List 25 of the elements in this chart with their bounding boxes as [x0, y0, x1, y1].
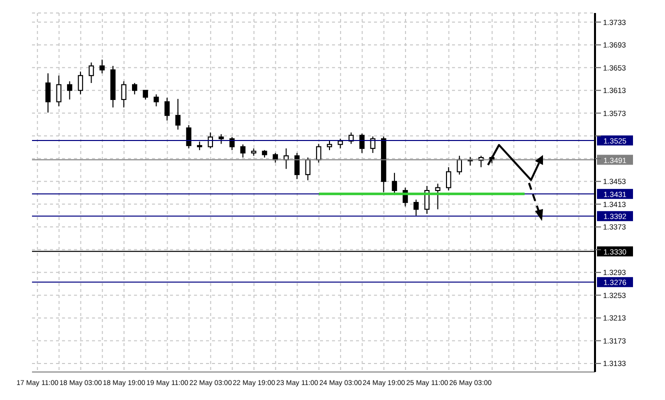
candlestick	[67, 80, 72, 100]
candlestick	[175, 98, 181, 130]
candlestick	[56, 75, 62, 107]
candlestick	[359, 133, 365, 154]
candlestick	[132, 82, 138, 95]
candlestick	[338, 138, 343, 149]
candlestick	[414, 199, 419, 216]
candlestick	[45, 72, 51, 114]
candlestick	[186, 124, 192, 149]
candlestick	[294, 152, 300, 180]
candlestick	[305, 157, 310, 181]
candlestick	[88, 62, 94, 84]
candlestick	[100, 59, 105, 74]
candlestick	[218, 134, 224, 144]
candlestick	[121, 80, 126, 108]
candlestick	[370, 136, 376, 154]
candlestick	[154, 94, 159, 107]
candlestick	[446, 166, 452, 192]
candlestick	[78, 71, 84, 95]
candlestick	[142, 90, 148, 100]
candlestick	[316, 143, 322, 164]
candlestick	[164, 97, 170, 122]
candlestick	[240, 144, 246, 158]
candlestick	[326, 140, 332, 151]
candlestick	[435, 183, 440, 210]
